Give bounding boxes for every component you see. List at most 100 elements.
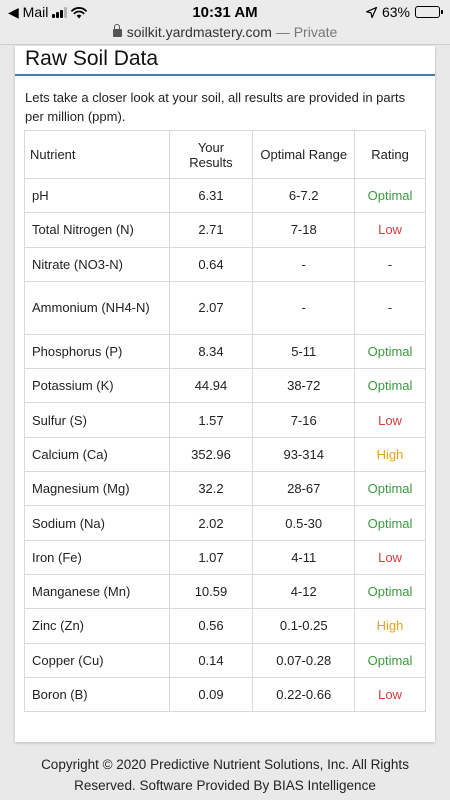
footer-line-1: Copyright © 2020 Predictive Nutrient Sol…: [41, 757, 409, 772]
rating-cell: Low: [354, 539, 426, 575]
nutrient-cell: Total Nitrogen (N): [24, 212, 170, 248]
rating-cell: High: [354, 608, 426, 644]
intro-text: Lets take a closer look at your soil, al…: [25, 90, 406, 124]
table-row: pH 6.31 6-7.2 Optimal: [24, 177, 426, 214]
result-cell: 8.34: [168, 333, 254, 370]
table-row: Sodium (Na) 2.02 0.5-30 Optimal: [24, 505, 426, 541]
table-row: Iron (Fe) 1.07 4-11 Low: [24, 539, 426, 575]
nutrient-cell: Sodium (Na): [24, 505, 170, 541]
result-cell: 2.02: [168, 505, 254, 541]
nutrient-cell: Boron (B): [24, 676, 170, 713]
range-cell: 0.5-30: [252, 505, 356, 541]
back-to-app-label[interactable]: ◀ Mail: [8, 4, 49, 20]
range-cell: 0.07-0.28: [252, 642, 356, 678]
rating-cell: Low: [354, 402, 426, 438]
nutrient-cell: Zinc (Zn): [24, 608, 170, 644]
battery-percent: 63%: [381, 4, 410, 20]
page-content: Raw Soil Data Lets take a closer look at…: [0, 46, 450, 800]
table-row: Total Nitrogen (N) 2.71 7-18 Low: [24, 212, 426, 248]
status-right: 63%: [365, 4, 443, 20]
table-row: Copper (Cu) 0.14 0.07-0.28 Optimal: [24, 642, 426, 678]
rating-cell: -: [354, 280, 426, 335]
wifi-icon: [71, 6, 88, 18]
page-title: Raw Soil Data: [25, 47, 159, 70]
table-row: Manganese (Mn) 10.59 4-12 Optimal: [24, 573, 426, 610]
table-row: Potassium (K) 44.94 38-72 Optimal: [24, 368, 426, 404]
browser-chrome: ◀ Mail 10:31 AM 63% soilkit.yardmastery.…: [0, 0, 450, 45]
result-cell: 1.07: [168, 539, 254, 575]
rating-cell: Low: [354, 676, 426, 713]
result-cell: 352.96: [168, 436, 254, 473]
nutrient-cell: Nitrate (NO3-N): [24, 246, 170, 282]
nutrient-cell: pH: [24, 177, 170, 214]
range-cell: 28-67: [252, 471, 356, 507]
status-time: 10:31 AM: [192, 4, 258, 21]
table-row: Ammonium (NH4-N) 2.07- -: [24, 280, 426, 335]
table-row: Magnesium (Mg) 32.2 28-67 Optimal: [24, 471, 426, 507]
header-nutrient: Nutrient: [24, 130, 170, 179]
range-cell: -: [252, 246, 356, 282]
table-row: Calcium (Ca) 352.96 93-314 High: [24, 436, 426, 473]
range-cell: 6-7.2: [252, 177, 356, 214]
table-row: Zinc (Zn) 0.56 0.1-0.25 High: [24, 608, 426, 644]
range-cell: 7-18: [252, 212, 356, 248]
result-cell: 2.71: [168, 212, 254, 248]
rating-cell: Optimal: [354, 177, 426, 214]
table-row: Sulfur (S) 1.57 7-16 Low: [24, 402, 426, 438]
result-cell: 32.2: [168, 471, 254, 507]
nutrient-cell: Magnesium (Mg): [24, 471, 170, 507]
rating-cell: Optimal: [354, 642, 426, 678]
rating-cell: Optimal: [354, 333, 426, 370]
footer-line-2: Reserved. Software Provided By BIAS Inte…: [74, 778, 376, 793]
result-cell: 44.94: [168, 368, 254, 404]
range-cell: 5-11: [252, 333, 356, 370]
rating-cell: Low: [354, 212, 426, 248]
table-row: Nitrate (NO3-N) 0.64- -: [24, 246, 426, 282]
result-cell: 0.14: [168, 642, 254, 678]
url-domain: soilkit.yardmastery.com: [126, 24, 272, 40]
rating-cell: Optimal: [354, 505, 426, 541]
nutrient-cell: Iron (Fe): [24, 539, 170, 575]
nutrient-cell: Ammonium (NH4-N): [24, 280, 170, 335]
battery-icon: [415, 6, 443, 18]
table-header-row: Nutrient Your Results Optimal Range Rati…: [24, 130, 426, 179]
rating-cell: Optimal: [354, 471, 426, 507]
nutrient-cell: Phosphorus (P): [24, 333, 170, 370]
nutrient-cell: Sulfur (S): [24, 402, 170, 438]
nutrient-cell: Manganese (Mn): [24, 573, 170, 610]
footer: Copyright © 2020 Predictive Nutrient Sol…: [0, 754, 450, 796]
table-row: Boron (B) 0.09 0.22-0.66 Low: [24, 676, 426, 713]
rating-cell: Optimal: [354, 368, 426, 404]
soil-results-table: Nutrient Your Results Optimal Range Rati…: [24, 130, 426, 713]
nutrient-cell: Calcium (Ca): [24, 436, 170, 473]
result-cell: 2.07: [168, 280, 254, 335]
result-cell: 6.31: [168, 177, 254, 214]
range-cell: 38-72: [252, 368, 356, 404]
header-your-results: Your Results: [168, 130, 254, 179]
card-header: Raw Soil Data: [15, 46, 435, 76]
address-bar[interactable]: soilkit.yardmastery.com — Private: [0, 24, 450, 40]
rating-cell: -: [354, 246, 426, 282]
result-cell: 0.09: [168, 676, 254, 713]
header-optimal-range: Optimal Range: [252, 130, 356, 179]
range-cell: 7-16: [252, 402, 356, 438]
range-cell: -: [252, 280, 356, 335]
result-cell: 1.57: [168, 402, 254, 438]
range-cell: 4-11: [252, 539, 356, 575]
location-arrow-icon: [365, 6, 377, 18]
rating-cell: Optimal: [354, 573, 426, 610]
result-cell: 0.64: [168, 246, 254, 282]
range-cell: 4-12: [252, 573, 356, 610]
private-mode-label: — Private: [275, 24, 338, 40]
range-cell: 93-314: [252, 436, 356, 473]
table-body: pH 6.31 6-7.2 Optimal Total Nitrogen (N) 2.71…: [24, 177, 426, 713]
nutrient-cell: Copper (Cu): [24, 642, 170, 678]
signal-bars-icon: [52, 7, 68, 18]
header-rating: Rating: [354, 130, 426, 179]
status-bar: ◀ Mail 10:31 AM 63%: [0, 2, 450, 22]
soil-data-card: Raw Soil Data Lets take a closer look at…: [15, 46, 435, 742]
range-cell: 0.22-0.66: [252, 676, 356, 713]
table-row: Phosphorus (P) 8.34 5-11 Optimal: [24, 333, 426, 370]
rating-cell: High: [354, 436, 426, 473]
range-cell: 0.1-0.25: [252, 608, 356, 644]
